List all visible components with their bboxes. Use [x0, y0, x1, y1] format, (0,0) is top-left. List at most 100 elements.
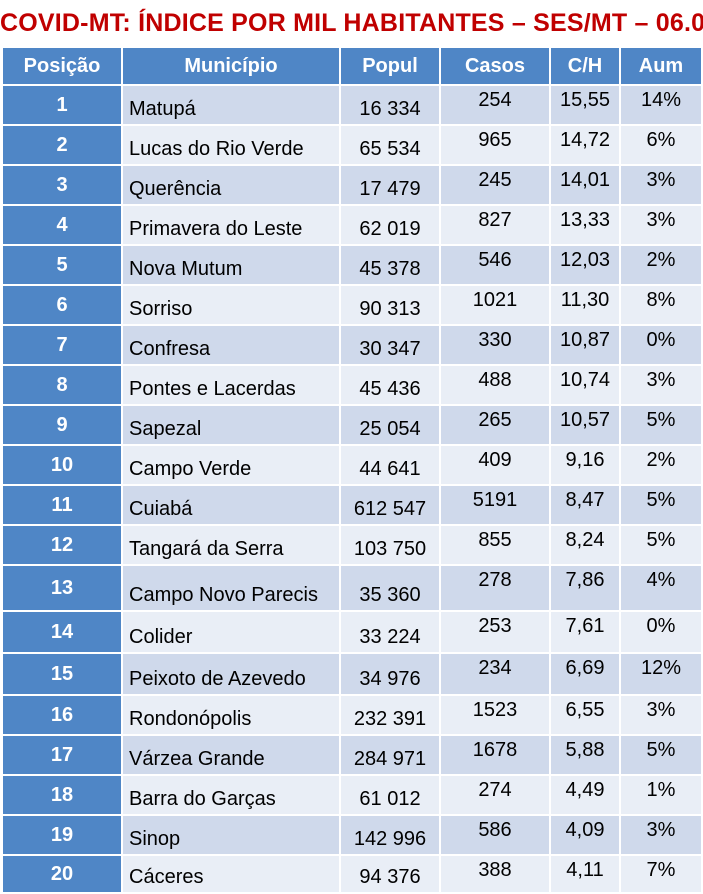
table-row: 7 Confresa 30 347 330 10,87 0% [1, 324, 703, 366]
header-casos: Casos [439, 46, 551, 86]
ch-cell: 9,16 [549, 444, 621, 486]
table-row: 19 Sinop 142 996 586 4,09 3% [1, 814, 703, 856]
aum-cell: 5% [619, 404, 703, 446]
municipio-cell: Rondonópolis [121, 694, 341, 736]
ch-cell: 4,09 [549, 814, 621, 856]
table-row: 11 Cuiabá 612 547 5191 8,47 5% [1, 484, 703, 526]
aum-cell: 5% [619, 484, 703, 526]
aum-cell: 3% [619, 204, 703, 246]
position-cell: 19 [1, 814, 123, 856]
ch-cell: 4,11 [549, 854, 621, 894]
aum-cell: 4% [619, 564, 703, 612]
table-row: 12 Tangará da Serra 103 750 855 8,24 5% [1, 524, 703, 566]
aum-cell: 3% [619, 164, 703, 206]
aum-cell: 3% [619, 364, 703, 406]
municipio-cell: Pontes e Lacerdas [121, 364, 341, 406]
position-cell: 5 [1, 244, 123, 286]
municipio-cell: Nova Mutum [121, 244, 341, 286]
casos-cell: 488 [439, 364, 551, 406]
ch-cell: 6,55 [549, 694, 621, 736]
popul-cell: 65 534 [339, 124, 441, 166]
header-aum: Aum [619, 46, 703, 86]
position-cell: 3 [1, 164, 123, 206]
table-row: 10 Campo Verde 44 641 409 9,16 2% [1, 444, 703, 486]
position-cell: 15 [1, 652, 123, 696]
popul-cell: 61 012 [339, 774, 441, 816]
municipio-cell: Lucas do Rio Verde [121, 124, 341, 166]
aum-cell: 5% [619, 734, 703, 776]
ch-cell: 15,55 [549, 84, 621, 126]
table-row: 5 Nova Mutum 45 378 546 12,03 2% [1, 244, 703, 286]
ch-cell: 12,03 [549, 244, 621, 286]
municipio-cell: Sinop [121, 814, 341, 856]
popul-cell: 25 054 [339, 404, 441, 446]
popul-cell: 94 376 [339, 854, 441, 894]
casos-cell: 5191 [439, 484, 551, 526]
popul-cell: 35 360 [339, 564, 441, 612]
municipio-cell: Matupá [121, 84, 341, 126]
aum-cell: 3% [619, 694, 703, 736]
casos-cell: 586 [439, 814, 551, 856]
casos-cell: 253 [439, 610, 551, 654]
position-cell: 17 [1, 734, 123, 776]
municipio-cell: Confresa [121, 324, 341, 366]
casos-cell: 278 [439, 564, 551, 612]
table-row: 1 Matupá 16 334 254 15,55 14% [1, 84, 703, 126]
municipio-cell: Barra do Garças [121, 774, 341, 816]
table-row: 2 Lucas do Rio Verde 65 534 965 14,72 6% [1, 124, 703, 166]
casos-cell: 827 [439, 204, 551, 246]
ch-cell: 14,01 [549, 164, 621, 206]
aum-cell: 12% [619, 652, 703, 696]
ch-cell: 7,86 [549, 564, 621, 612]
page-title: COVID-MT: ÍNDICE POR MIL HABITANTES – SE… [0, 9, 703, 37]
popul-cell: 103 750 [339, 524, 441, 566]
position-cell: 16 [1, 694, 123, 736]
casos-cell: 245 [439, 164, 551, 206]
position-cell: 1 [1, 84, 123, 126]
popul-cell: 142 996 [339, 814, 441, 856]
aum-cell: 7% [619, 854, 703, 894]
aum-cell: 3% [619, 814, 703, 856]
popul-cell: 33 224 [339, 610, 441, 654]
position-cell: 10 [1, 444, 123, 486]
casos-cell: 330 [439, 324, 551, 366]
municipio-cell: Colider [121, 610, 341, 654]
ch-cell: 8,24 [549, 524, 621, 566]
ch-cell: 10,57 [549, 404, 621, 446]
table-row: 18 Barra do Garças 61 012 274 4,49 1% [1, 774, 703, 816]
header-ch: C/H [549, 46, 621, 86]
aum-cell: 2% [619, 244, 703, 286]
position-cell: 13 [1, 564, 123, 612]
table-row: 6 Sorriso 90 313 1021 11,30 8% [1, 284, 703, 326]
municipio-cell: Várzea Grande [121, 734, 341, 776]
aum-cell: 14% [619, 84, 703, 126]
position-cell: 11 [1, 484, 123, 526]
header-municipio: Município [121, 46, 341, 86]
ch-cell: 8,47 [549, 484, 621, 526]
table-row: 3 Querência 17 479 245 14,01 3% [1, 164, 703, 206]
popul-cell: 34 976 [339, 652, 441, 696]
popul-cell: 62 019 [339, 204, 441, 246]
casos-cell: 234 [439, 652, 551, 696]
ch-cell: 6,69 [549, 652, 621, 696]
casos-cell: 274 [439, 774, 551, 816]
position-cell: 9 [1, 404, 123, 446]
municipio-cell: Campo Novo Parecis [121, 564, 341, 612]
position-cell: 6 [1, 284, 123, 326]
table-body: 1 Matupá 16 334 254 15,55 14% 2 Lucas do Rio Ve… [1, 84, 703, 894]
ch-cell: 13,33 [549, 204, 621, 246]
municipio-cell: Sorriso [121, 284, 341, 326]
popul-cell: 17 479 [339, 164, 441, 206]
position-cell: 18 [1, 774, 123, 816]
popul-cell: 30 347 [339, 324, 441, 366]
ch-cell: 4,49 [549, 774, 621, 816]
popul-cell: 232 391 [339, 694, 441, 736]
ch-cell: 10,87 [549, 324, 621, 366]
municipio-cell: Cáceres [121, 854, 341, 894]
table-row: 9 Sapezal 25 054 265 10,57 5% [1, 404, 703, 446]
popul-cell: 612 547 [339, 484, 441, 526]
table-row: 17 Várzea Grande 284 971 1678 5,88 5% [1, 734, 703, 776]
table-row: 14 Colider 33 224 253 7,61 0% [1, 610, 703, 654]
casos-cell: 388 [439, 854, 551, 894]
casos-cell: 409 [439, 444, 551, 486]
